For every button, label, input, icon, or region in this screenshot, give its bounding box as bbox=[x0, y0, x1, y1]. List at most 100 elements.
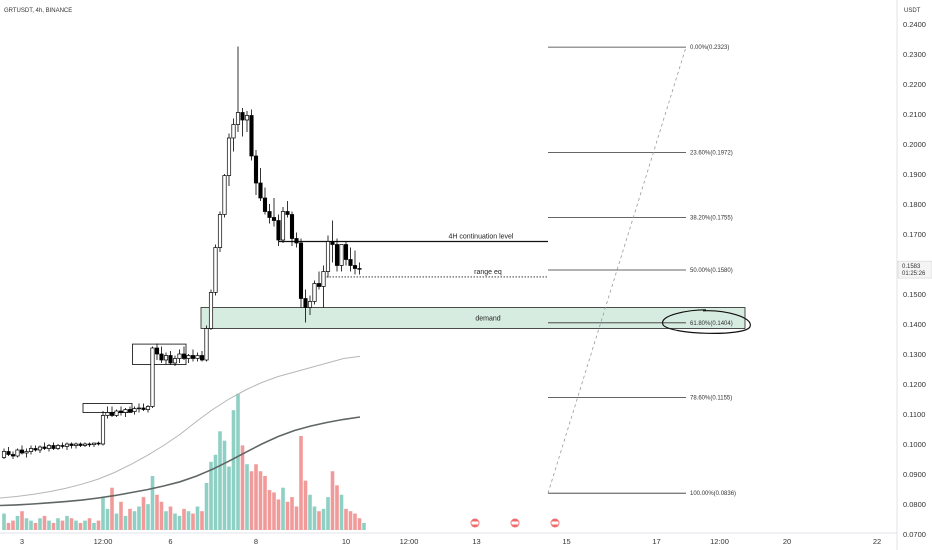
volume-bar bbox=[218, 431, 222, 530]
x-tick-label: 12:00 bbox=[710, 537, 729, 546]
candle-body bbox=[285, 211, 290, 215]
volume-bar bbox=[362, 522, 366, 530]
candle-body bbox=[294, 238, 299, 244]
x-tick-label: 12:00 bbox=[400, 537, 419, 546]
y-tick-label: 0.2300 bbox=[903, 50, 926, 59]
volume-bar bbox=[83, 520, 87, 530]
candle-body bbox=[172, 358, 178, 364]
candle-body bbox=[181, 353, 187, 359]
volume-bar bbox=[258, 471, 263, 530]
candle-body bbox=[357, 268, 362, 270]
candle-body bbox=[348, 259, 353, 266]
candle-body bbox=[118, 410, 124, 413]
volume-bar bbox=[168, 506, 173, 530]
fib-level-label: 100.00%(0.0836) bbox=[690, 491, 736, 497]
candle-body bbox=[96, 442, 101, 445]
candle-body bbox=[204, 328, 209, 361]
candle-body bbox=[312, 283, 317, 302]
volume-bar bbox=[6, 522, 11, 530]
volume-bar bbox=[132, 511, 137, 530]
fib-level-label: 0.00%(0.2323) bbox=[690, 45, 729, 51]
y-tick-label: 0.1000 bbox=[903, 440, 926, 449]
volume-bar bbox=[195, 506, 200, 530]
volume-bar bbox=[38, 518, 42, 530]
candle-body bbox=[73, 443, 79, 446]
volume-bar bbox=[227, 466, 231, 530]
candle-body bbox=[195, 355, 200, 359]
event-flag-stripe bbox=[471, 521, 479, 525]
volume-bar bbox=[204, 483, 209, 530]
candle-body bbox=[213, 247, 218, 293]
volume-bar bbox=[294, 506, 299, 530]
x-tick-label: 15 bbox=[562, 537, 570, 546]
candle-body bbox=[159, 353, 164, 361]
volume-bar bbox=[69, 518, 74, 530]
y-tick-label: 0.1500 bbox=[903, 290, 926, 299]
volume-bar bbox=[303, 480, 308, 530]
candle-body bbox=[262, 197, 268, 212]
candle-body bbox=[168, 355, 173, 364]
y-axis[interactable]: 0.2400 0.2300 0.2200 0.2100 0.2000 0.1900 0.18… bbox=[897, 20, 932, 539]
price-tag-countdown: 01:25:26 bbox=[902, 271, 926, 277]
y-tick-label: 0.0800 bbox=[903, 500, 926, 509]
fib-level-label: 78.60%(0.1155) bbox=[690, 396, 732, 402]
volume-bar bbox=[249, 471, 254, 530]
volume-bar bbox=[78, 522, 83, 530]
candle-body bbox=[150, 347, 155, 407]
volume-bar bbox=[186, 511, 191, 530]
volume-bar bbox=[92, 522, 96, 530]
candle-body bbox=[249, 115, 254, 157]
chart-title: GRTUSDT, 4h, BINANCE bbox=[4, 8, 72, 14]
candle-body bbox=[222, 175, 227, 215]
volume-bar bbox=[105, 508, 110, 530]
x-tick-label: 8 bbox=[254, 537, 258, 546]
y-tick-label: 0.2400 bbox=[903, 20, 926, 29]
candle-body bbox=[217, 214, 223, 248]
candle-body bbox=[114, 410, 119, 416]
candle-body bbox=[276, 220, 281, 241]
volume-bar bbox=[290, 497, 294, 530]
volume-bar bbox=[96, 520, 101, 530]
candle-body bbox=[258, 182, 263, 199]
candle-body bbox=[231, 124, 236, 139]
candle-body bbox=[208, 292, 214, 329]
fibonacci-retracement[interactable]: 0.00%(0.2323) 23.60%(0.1972) 38.20%(0.1755… bbox=[547, 45, 751, 497]
x-tick-label: 6 bbox=[168, 537, 172, 546]
volume-bar bbox=[326, 497, 330, 530]
candle-body bbox=[303, 298, 308, 308]
candle-body bbox=[141, 407, 146, 410]
candle-body bbox=[6, 451, 11, 455]
candle-body bbox=[235, 112, 241, 125]
continuation-level-label: 4H continuation level bbox=[449, 234, 514, 241]
currency-label: USDT bbox=[904, 8, 921, 14]
volume-bar bbox=[74, 520, 78, 530]
candle-body bbox=[226, 137, 232, 176]
candle-body bbox=[24, 451, 29, 454]
candle-body bbox=[46, 445, 52, 449]
candle-body bbox=[177, 353, 182, 359]
event-flag-stripe bbox=[511, 521, 519, 525]
volume-bar bbox=[177, 515, 182, 530]
price-tag-box bbox=[897, 260, 932, 279]
volume-bar bbox=[65, 515, 69, 530]
volume-bar bbox=[240, 445, 245, 530]
volume-bar bbox=[344, 508, 348, 530]
highlight-circle bbox=[662, 309, 751, 334]
volume-bar bbox=[33, 522, 38, 530]
price-tag-value: 0.1583 bbox=[902, 264, 921, 270]
volume-bar bbox=[276, 499, 281, 530]
candle-body bbox=[60, 445, 65, 447]
candle-body bbox=[123, 409, 128, 413]
volume-bar bbox=[56, 518, 60, 530]
x-tick-label: 13 bbox=[472, 537, 480, 546]
volume-bar bbox=[155, 494, 159, 530]
candle-body bbox=[51, 445, 56, 449]
volume-bar bbox=[29, 520, 33, 530]
volume-bar bbox=[150, 475, 155, 530]
moving-average-line bbox=[0, 416, 361, 507]
event-flags bbox=[469, 517, 561, 529]
candle-body bbox=[33, 448, 38, 451]
